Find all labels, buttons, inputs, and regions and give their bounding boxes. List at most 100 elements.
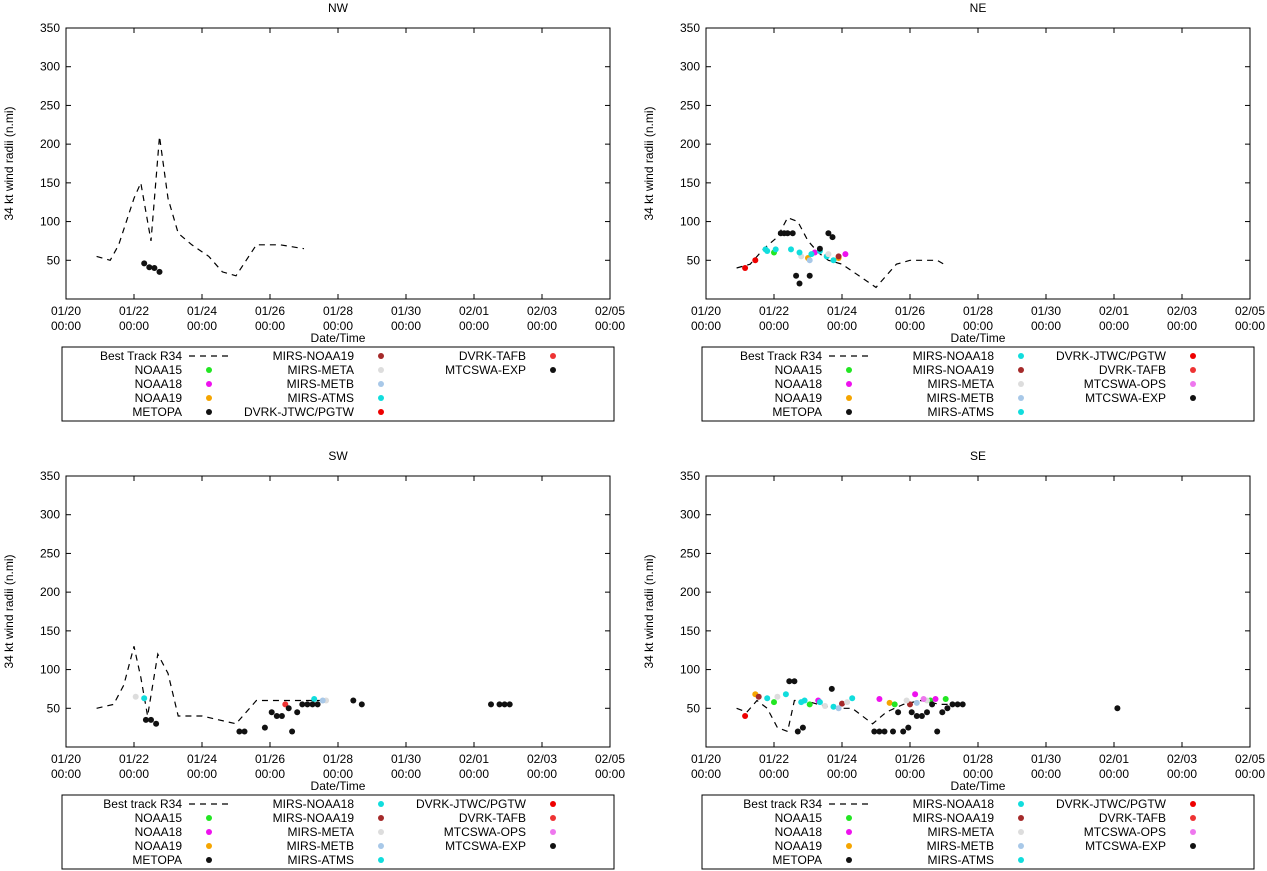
data-point-dvrk-jtwc-pgtw bbox=[742, 713, 749, 719]
data-point-noaa18 bbox=[912, 691, 919, 698]
legend-frame bbox=[61, 346, 615, 422]
data-point-metopa bbox=[146, 264, 153, 271]
data-point-noaa15 bbox=[806, 701, 813, 708]
y-tick-label: 200 bbox=[680, 137, 700, 151]
data-point-metopa bbox=[789, 230, 796, 237]
x-tick-label-date: 01/22 bbox=[119, 752, 149, 766]
x-tick-label-time: 00:00 bbox=[827, 767, 857, 781]
x-tick-label-time: 00:00 bbox=[255, 319, 285, 333]
legend-swatch-dot bbox=[1190, 829, 1196, 835]
x-tick-label-time: 00:00 bbox=[759, 319, 789, 333]
data-point-metopa bbox=[261, 724, 268, 731]
data-point-dvrk-jtwc-pgtw bbox=[742, 265, 749, 271]
x-tick-label-date: 01/20 bbox=[51, 752, 81, 766]
data-point-metopa bbox=[959, 701, 966, 708]
legend-swatch-dot bbox=[206, 367, 212, 373]
data-point-metopa bbox=[905, 724, 912, 731]
legend-swatch-dot bbox=[846, 367, 852, 373]
x-tick-label-time: 00:00 bbox=[963, 319, 993, 333]
x-tick-label-time: 00:00 bbox=[255, 767, 285, 781]
y-tick-label: 150 bbox=[40, 624, 60, 638]
legend-label: MIRS-NOAA19 bbox=[913, 811, 995, 825]
data-point-metopa bbox=[304, 701, 311, 708]
data-point-noaa18 bbox=[842, 251, 849, 258]
data-point-metopa bbox=[944, 705, 951, 712]
legend-label: MIRS-META bbox=[928, 825, 994, 839]
x-tick-label-date: 02/01 bbox=[1099, 752, 1129, 766]
data-point-metopa bbox=[299, 701, 306, 708]
data-point-noaa18 bbox=[876, 696, 883, 702]
legend-swatch-dot bbox=[378, 801, 384, 807]
y-tick-label: 350 bbox=[680, 469, 700, 483]
legend-label: METOPA bbox=[132, 853, 182, 867]
legend-swatch-dot bbox=[1190, 801, 1196, 807]
y-tick-label: 250 bbox=[40, 98, 60, 112]
x-tick-label-date: 01/22 bbox=[759, 752, 789, 766]
legend-label: MIRS-ATMS bbox=[288, 391, 354, 405]
legend-swatch-dot bbox=[1018, 381, 1024, 387]
x-axis-label: Date/Time bbox=[311, 331, 366, 345]
legend-label: MIRS-META bbox=[928, 377, 994, 391]
y-axis-label: 34 kt wind radii (n.mi) bbox=[2, 106, 16, 220]
legend-label: NOAA15 bbox=[135, 811, 183, 825]
data-point-mirs-atms bbox=[808, 251, 815, 258]
x-tick-label-date: 01/28 bbox=[963, 304, 993, 318]
data-point-metopa bbox=[890, 728, 896, 735]
data-point-mirs-metb bbox=[806, 257, 813, 264]
x-tick-label-date: 01/24 bbox=[827, 752, 857, 766]
legend-label: MIRS-ATMS bbox=[928, 405, 994, 419]
legend-label: MIRS-NOAA18 bbox=[913, 349, 995, 363]
x-tick-label-date: 02/05 bbox=[595, 752, 625, 766]
y-tick-label: 50 bbox=[47, 701, 61, 715]
x-tick-label-time: 00:00 bbox=[459, 767, 489, 781]
x-tick-label-time: 00:00 bbox=[527, 319, 557, 333]
data-point-metopa bbox=[314, 701, 321, 708]
data-point-metopa bbox=[289, 728, 296, 735]
data-point-dvrk-tafb bbox=[282, 701, 289, 708]
data-point-metopa bbox=[793, 272, 800, 279]
x-tick-label-date: 01/20 bbox=[51, 304, 81, 318]
y-tick-label: 150 bbox=[40, 176, 60, 190]
legend-swatch-dot bbox=[846, 829, 852, 835]
legend-swatch-dot bbox=[1018, 829, 1024, 835]
x-tick-label-date: 01/30 bbox=[1031, 752, 1061, 766]
x-tick-label-date: 02/01 bbox=[1099, 304, 1129, 318]
legend-swatch-dot bbox=[1018, 843, 1024, 849]
y-tick-label: 250 bbox=[680, 98, 700, 112]
best-track-line bbox=[96, 136, 305, 277]
legend-swatch-dot bbox=[846, 395, 852, 401]
y-tick-label: 300 bbox=[680, 60, 700, 74]
legend-frame bbox=[701, 346, 1255, 422]
x-tick-label-time: 00:00 bbox=[527, 767, 557, 781]
x-tick-label-date: 01/24 bbox=[187, 752, 217, 766]
data-point-metopa bbox=[488, 701, 494, 708]
data-point-metopa bbox=[273, 713, 280, 719]
y-tick-label: 100 bbox=[680, 663, 700, 677]
best-track-line bbox=[736, 699, 955, 733]
legend-swatch-dot bbox=[550, 815, 556, 821]
legend-label: MIRS-METB bbox=[287, 839, 354, 853]
x-axis-label: Date/Time bbox=[951, 779, 1006, 793]
x-tick-label-date: 02/01 bbox=[459, 304, 489, 318]
panel-nw: NW5010015020025030035001/2000:0001/2200:… bbox=[2, 1, 625, 422]
x-axis-label: Date/Time bbox=[311, 779, 366, 793]
legend-swatch-dot bbox=[846, 857, 852, 863]
legend-swatch-dot bbox=[378, 395, 384, 401]
x-tick-label-date: 01/30 bbox=[391, 304, 421, 318]
legend-label: METOPA bbox=[772, 405, 822, 419]
x-tick-label-date: 01/26 bbox=[255, 304, 285, 318]
x-tick-label-time: 00:00 bbox=[459, 319, 489, 333]
legend-swatch-dot bbox=[206, 843, 212, 849]
x-tick-label-date: 01/30 bbox=[1031, 304, 1061, 318]
legend-swatch-dot bbox=[550, 367, 556, 373]
data-point-metopa bbox=[796, 280, 803, 287]
legend-label: NOAA19 bbox=[775, 839, 823, 853]
legend-swatch-dot bbox=[378, 367, 384, 373]
x-tick-label-date: 01/20 bbox=[691, 752, 721, 766]
data-point-metopa bbox=[828, 685, 835, 692]
legend-label: DVRK-TAFB bbox=[1099, 363, 1166, 377]
data-point-metopa bbox=[506, 701, 513, 708]
legend-label: NOAA19 bbox=[775, 391, 823, 405]
legend-swatch-dot bbox=[206, 409, 212, 415]
y-tick-label: 150 bbox=[680, 624, 700, 638]
